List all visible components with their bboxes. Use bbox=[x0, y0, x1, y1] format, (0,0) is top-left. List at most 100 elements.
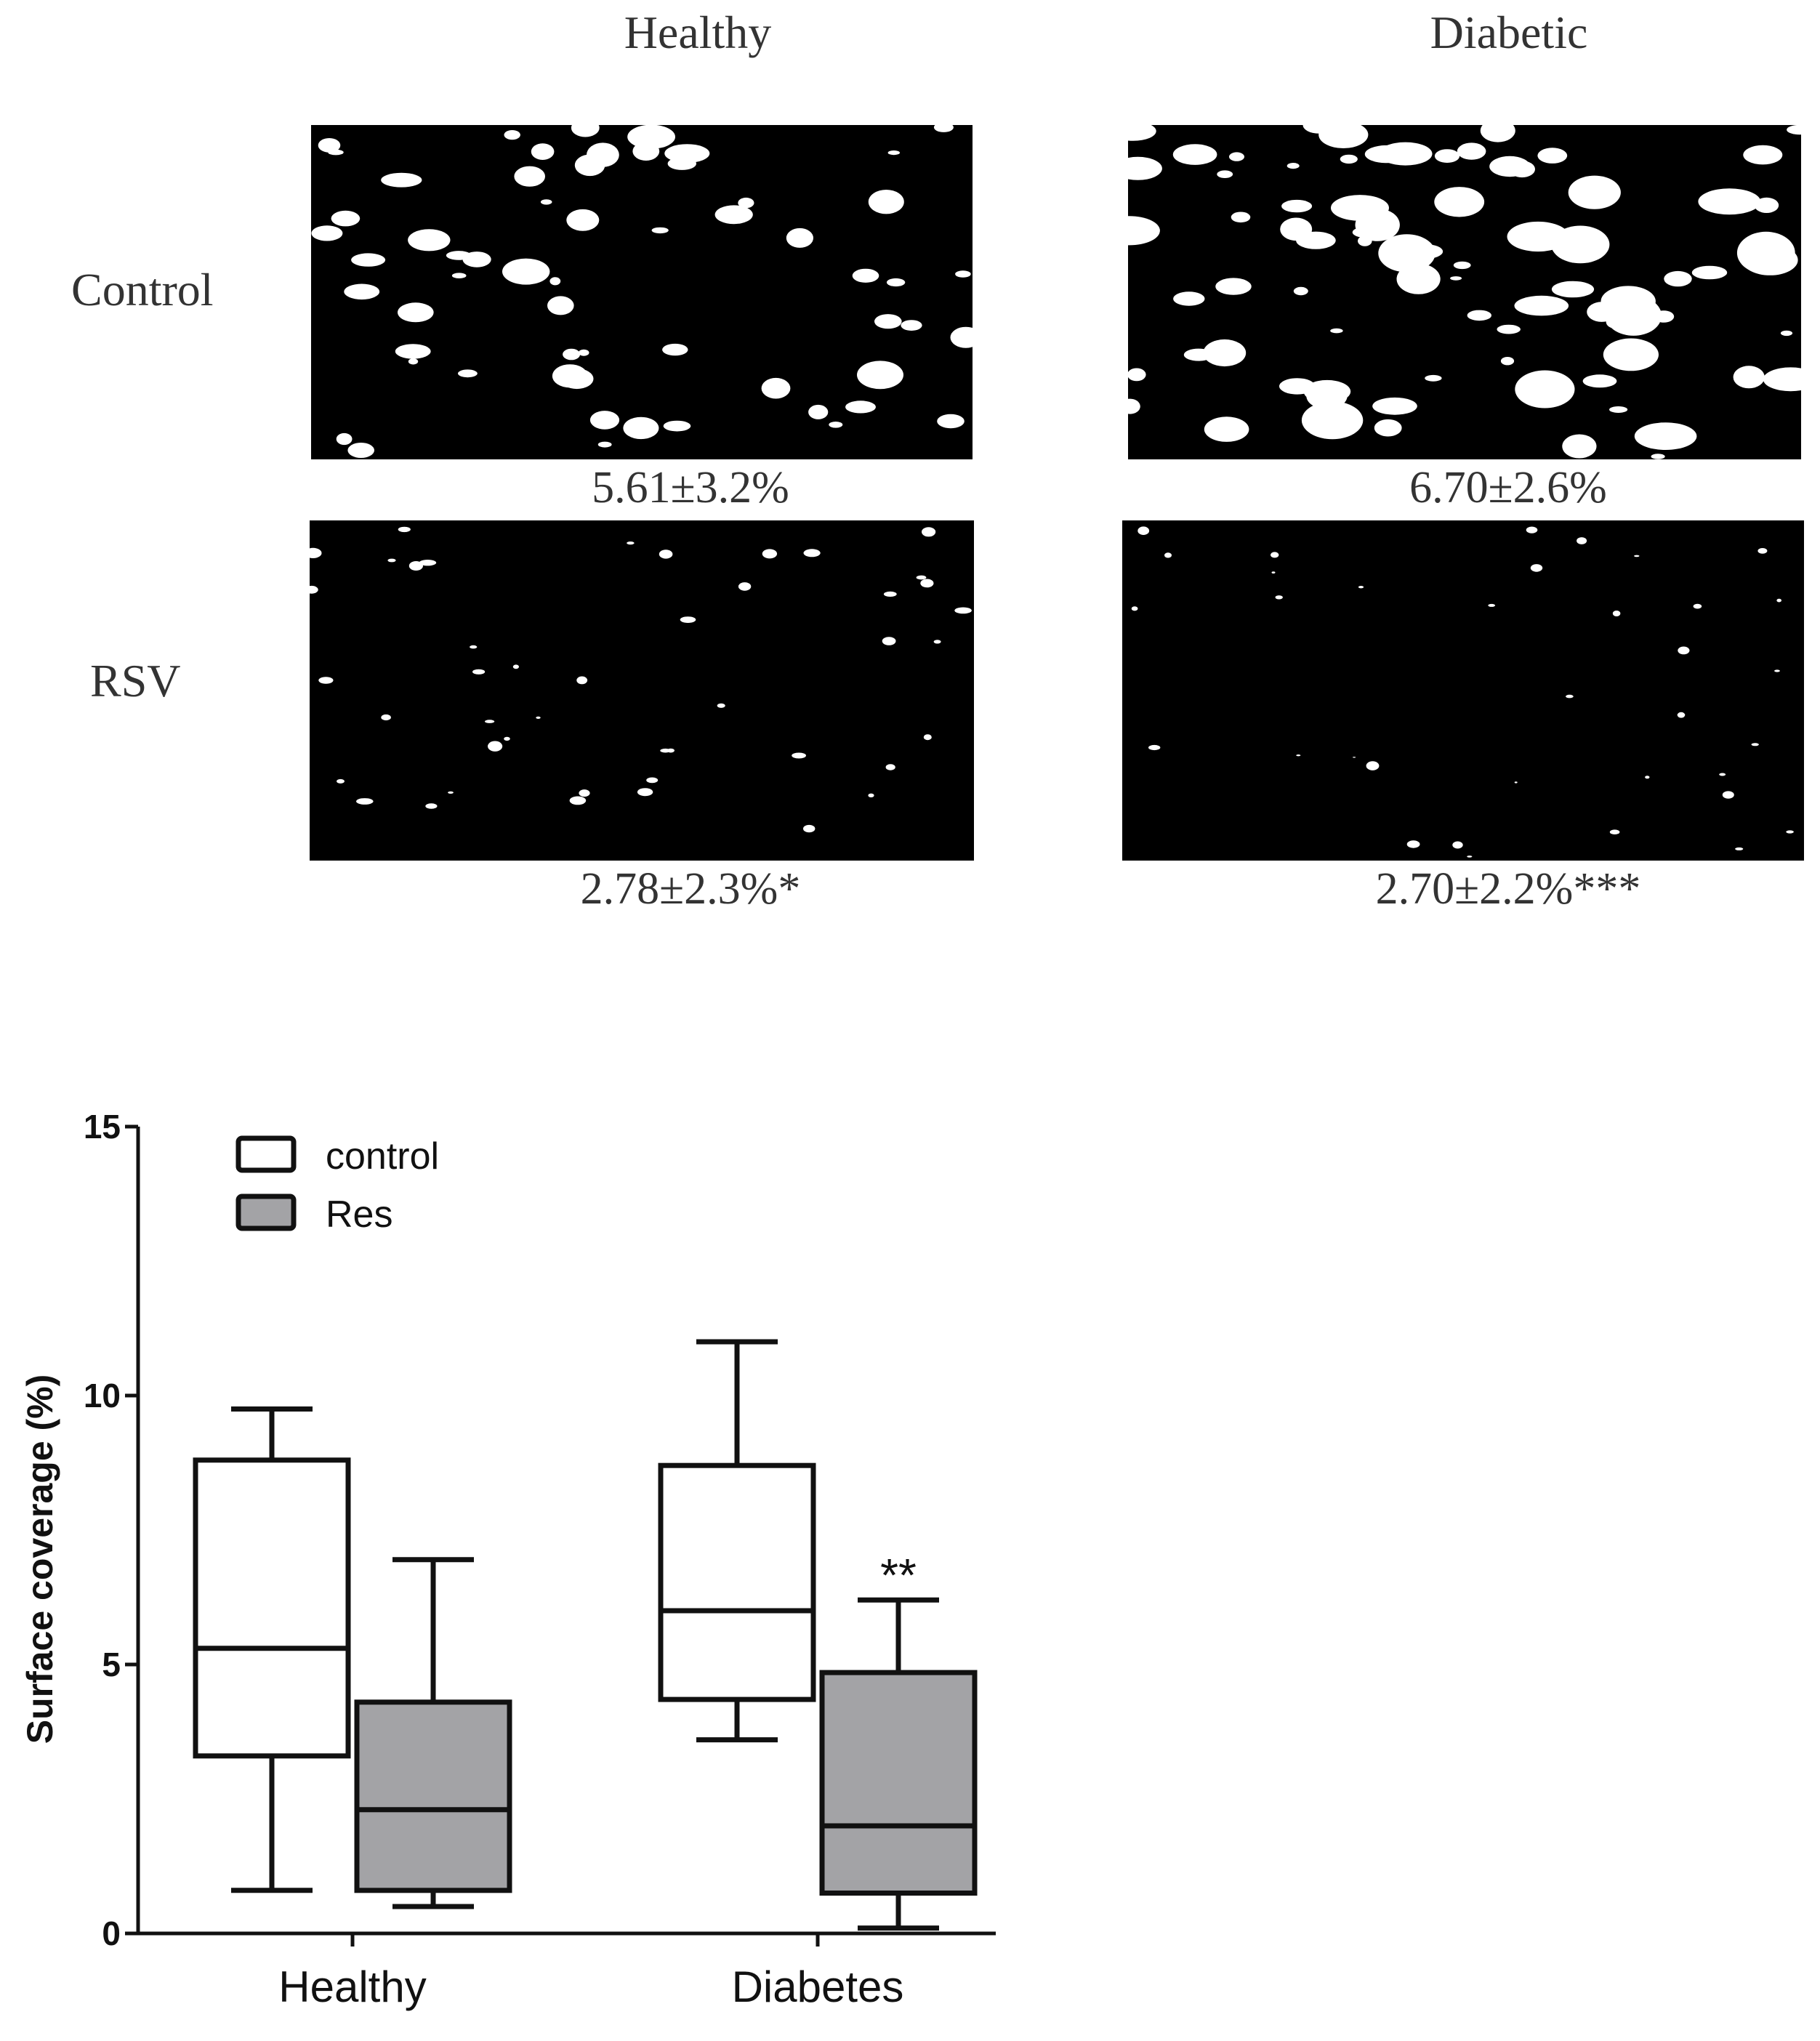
stained-spot bbox=[1434, 187, 1485, 217]
stained-spot bbox=[667, 748, 675, 753]
stained-spot bbox=[882, 637, 896, 645]
stained-spot bbox=[356, 798, 374, 805]
stained-spot bbox=[1526, 526, 1538, 534]
stained-spot bbox=[646, 777, 659, 784]
stained-spot bbox=[955, 270, 971, 278]
stained-spot bbox=[1173, 291, 1205, 306]
stained-spot bbox=[829, 422, 843, 428]
stained-spot bbox=[1514, 295, 1569, 316]
stained-spot bbox=[1306, 382, 1348, 409]
stained-spot bbox=[1582, 374, 1617, 388]
legend-label: control bbox=[326, 1135, 439, 1178]
stained-spot bbox=[1497, 324, 1521, 334]
stained-spot bbox=[1450, 276, 1462, 281]
stained-spot bbox=[1138, 526, 1150, 535]
stained-spot bbox=[852, 268, 879, 283]
significance-marker: ** bbox=[880, 1549, 917, 1601]
stained-spot bbox=[504, 736, 510, 741]
stained-spot bbox=[1275, 595, 1283, 600]
micrograph-healthy-control bbox=[311, 125, 973, 459]
y-tick-label: 5 bbox=[102, 1646, 121, 1683]
stained-spot bbox=[1425, 374, 1442, 382]
stained-spot bbox=[1634, 422, 1697, 450]
stained-spot bbox=[1128, 398, 1140, 414]
stained-spot bbox=[344, 283, 380, 300]
y-tick-label: 10 bbox=[84, 1377, 121, 1414]
stained-spot bbox=[1551, 225, 1610, 264]
stained-spot bbox=[1514, 781, 1518, 784]
stained-spot bbox=[714, 205, 753, 225]
stained-spot bbox=[1733, 366, 1765, 389]
stained-spot bbox=[1743, 145, 1783, 165]
stained-spot bbox=[1128, 368, 1146, 382]
stained-spot bbox=[808, 404, 829, 419]
stained-spot bbox=[318, 677, 334, 684]
stained-spot bbox=[578, 349, 589, 356]
stained-spot bbox=[512, 664, 519, 669]
stained-spot bbox=[885, 764, 895, 770]
stained-spot bbox=[1719, 773, 1726, 776]
stained-spot bbox=[1217, 170, 1233, 178]
stained-spot bbox=[916, 575, 927, 580]
stained-spot bbox=[398, 526, 411, 533]
stained-spot bbox=[1293, 286, 1308, 296]
stained-spot bbox=[597, 441, 612, 448]
stained-spot bbox=[1634, 555, 1640, 557]
stained-spot bbox=[1287, 163, 1300, 169]
stained-spot bbox=[954, 607, 972, 614]
stained-spot bbox=[347, 443, 374, 458]
stained-spot bbox=[446, 251, 472, 260]
stained-spot bbox=[1722, 791, 1734, 799]
stained-spot bbox=[1271, 552, 1279, 558]
stained-spot bbox=[1577, 537, 1587, 544]
stained-spot bbox=[883, 591, 897, 597]
stained-spot bbox=[540, 199, 552, 205]
stained-spot bbox=[579, 789, 590, 797]
stained-spot bbox=[1742, 244, 1798, 275]
stained-spot bbox=[1562, 434, 1597, 459]
stained-spot bbox=[803, 824, 816, 833]
stained-spot bbox=[1654, 310, 1675, 323]
column-header-diabetic: Diabetic bbox=[1430, 7, 1588, 58]
stained-spot bbox=[662, 343, 688, 356]
stained-spot bbox=[1678, 646, 1690, 655]
stained-spot bbox=[1691, 265, 1728, 280]
stained-spot bbox=[408, 358, 419, 365]
stained-spot bbox=[803, 549, 821, 557]
stained-spot bbox=[868, 793, 874, 797]
x-tick-label: Healthy bbox=[278, 1962, 426, 2011]
stained-spot bbox=[738, 582, 752, 591]
stained-spot bbox=[1467, 856, 1473, 858]
stained-spot bbox=[922, 527, 936, 537]
stained-spot bbox=[387, 558, 396, 563]
stained-spot bbox=[1128, 216, 1160, 246]
box-res bbox=[819, 1670, 978, 1896]
stained-spot bbox=[1609, 406, 1628, 413]
micrograph-healthy-rsv bbox=[310, 520, 974, 861]
stained-spot bbox=[1786, 830, 1794, 834]
value-diabetic-rsv: 2.70±2.2%*** bbox=[1375, 864, 1641, 914]
stained-spot bbox=[920, 579, 934, 588]
stained-spot bbox=[1215, 278, 1252, 295]
stained-spot bbox=[1372, 397, 1417, 415]
stained-spot bbox=[886, 278, 906, 287]
stained-spot bbox=[1693, 603, 1702, 609]
stained-spot bbox=[1677, 712, 1686, 718]
stained-spot bbox=[1204, 416, 1249, 442]
stained-spot bbox=[1231, 212, 1251, 223]
stained-spot bbox=[1148, 744, 1161, 751]
stained-spot bbox=[1374, 419, 1402, 437]
stained-spot bbox=[408, 229, 451, 251]
stained-spot bbox=[717, 703, 725, 708]
stained-spot bbox=[762, 549, 778, 559]
stained-spot bbox=[663, 420, 691, 432]
stained-spot bbox=[381, 172, 422, 188]
stained-spot bbox=[1340, 154, 1358, 164]
stained-spot bbox=[627, 125, 675, 149]
x-tick-label: Diabetes bbox=[732, 1962, 904, 2011]
stained-spot bbox=[1172, 144, 1217, 165]
stained-spot bbox=[1780, 330, 1793, 337]
stained-spot bbox=[950, 326, 973, 348]
stained-spot bbox=[1530, 564, 1543, 572]
stained-spot bbox=[1128, 156, 1162, 180]
